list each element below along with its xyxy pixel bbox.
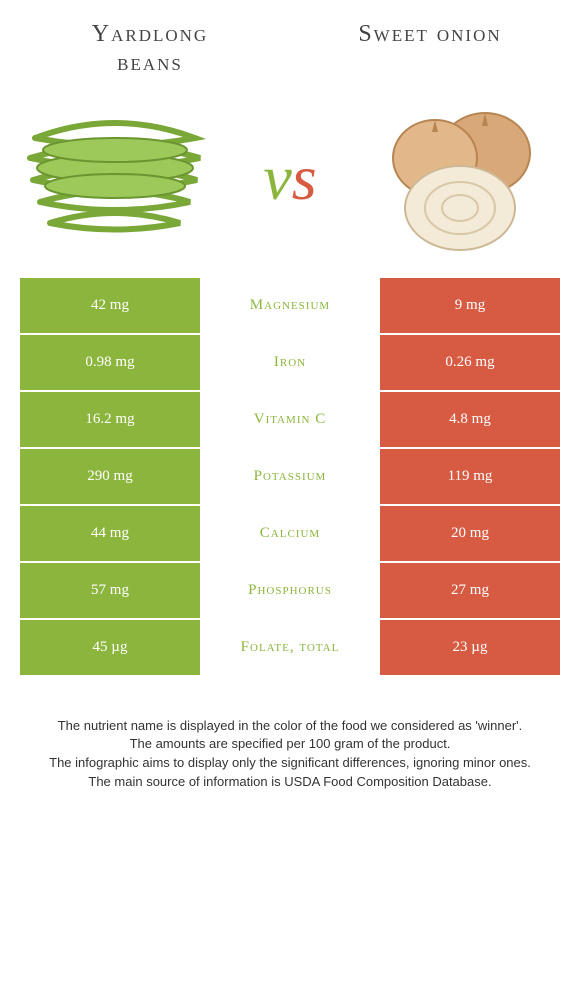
right-food-image <box>365 98 565 258</box>
vs-label: vs <box>263 141 316 215</box>
vs-v: v <box>263 142 291 213</box>
left-value: 0.98 mg <box>20 335 200 392</box>
footnote-line: The infographic aims to display only the… <box>20 754 560 773</box>
footnote-line: The nutrient name is displayed in the co… <box>20 717 560 736</box>
left-food-image <box>15 98 215 258</box>
table-row: 42 mgMagnesium9 mg <box>20 278 560 335</box>
right-value: 20 mg <box>380 506 560 563</box>
right-value: 0.26 mg <box>380 335 560 392</box>
nutrient-label: Vitamin C <box>200 392 380 449</box>
nutrient-label: Phosphorus <box>200 563 380 620</box>
table-row: 16.2 mgVitamin C4.8 mg <box>20 392 560 449</box>
hero-row: vs <box>0 88 580 278</box>
yardlong-beans-icon <box>15 98 215 258</box>
nutrient-label: Folate, total <box>200 620 380 677</box>
nutrient-table: 42 mgMagnesium9 mg0.98 mgIron0.26 mg16.2… <box>20 278 560 677</box>
vs-s: s <box>292 142 317 213</box>
left-value: 45 µg <box>20 620 200 677</box>
footnote-line: The amounts are specified per 100 gram o… <box>20 735 560 754</box>
left-value: 42 mg <box>20 278 200 335</box>
left-value: 44 mg <box>20 506 200 563</box>
table-row: 290 mgPotassium119 mg <box>20 449 560 506</box>
right-value: 27 mg <box>380 563 560 620</box>
right-value: 119 mg <box>380 449 560 506</box>
right-value: 4.8 mg <box>380 392 560 449</box>
nutrient-label: Iron <box>200 335 380 392</box>
left-food-title: Yardlong beans <box>60 20 240 78</box>
table-row: 44 mgCalcium20 mg <box>20 506 560 563</box>
right-food-title: Sweet onion <box>340 20 520 78</box>
nutrient-label: Calcium <box>200 506 380 563</box>
nutrient-label: Magnesium <box>200 278 380 335</box>
table-row: 45 µgFolate, total23 µg <box>20 620 560 677</box>
right-value: 9 mg <box>380 278 560 335</box>
table-row: 57 mgPhosphorus27 mg <box>20 563 560 620</box>
sweet-onion-icon <box>365 98 565 258</box>
left-value: 290 mg <box>20 449 200 506</box>
nutrient-label: Potassium <box>200 449 380 506</box>
left-value: 57 mg <box>20 563 200 620</box>
footnotes: The nutrient name is displayed in the co… <box>0 677 580 792</box>
table-row: 0.98 mgIron0.26 mg <box>20 335 560 392</box>
footnote-line: The main source of information is USDA F… <box>20 773 560 792</box>
left-value: 16.2 mg <box>20 392 200 449</box>
header: Yardlong beans Sweet onion <box>0 0 580 88</box>
right-value: 23 µg <box>380 620 560 677</box>
